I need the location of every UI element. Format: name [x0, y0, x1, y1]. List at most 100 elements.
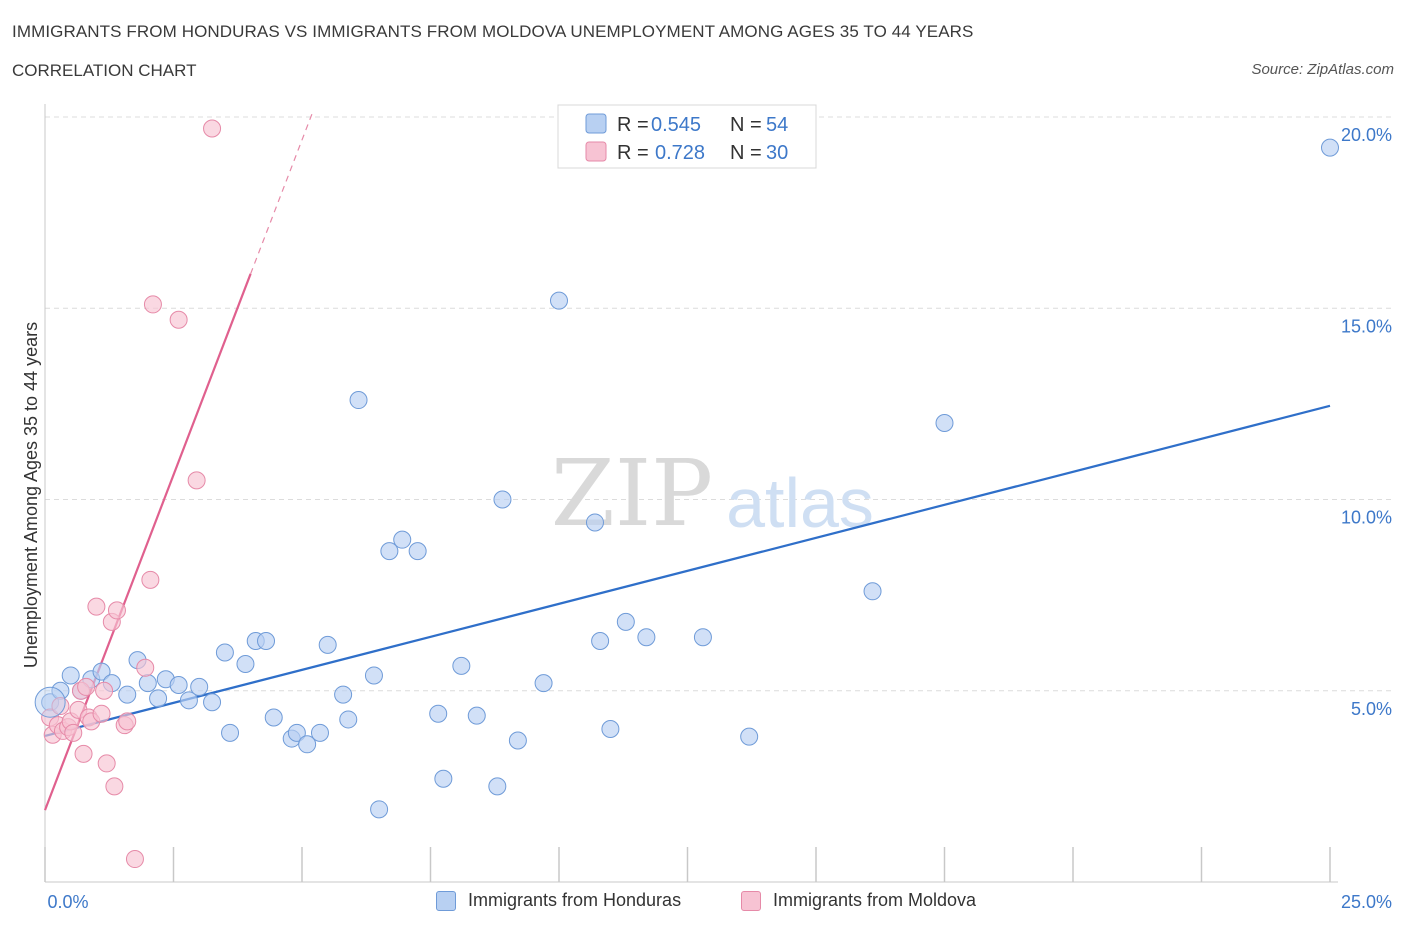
moldova-point [136, 658, 155, 677]
legend-n-value: 54 [766, 114, 788, 136]
honduras-point [508, 731, 527, 750]
legend-box: R = 0.545 N = 54 R = 0.728 N = 30 [557, 104, 817, 169]
moldova-trend-extension [250, 112, 313, 275]
legend-swatch-moldova [585, 141, 607, 162]
honduras-point [339, 710, 358, 729]
legend-r-label: R = [617, 142, 649, 164]
honduras-point [236, 654, 255, 673]
moldova-point [203, 119, 222, 138]
honduras-point [740, 727, 759, 746]
honduras-point [298, 735, 317, 754]
honduras-point [364, 666, 383, 685]
watermark-atlas: atlas [726, 464, 874, 542]
honduras-point [380, 542, 399, 561]
grid-lines [45, 116, 1392, 692]
moldova-point [141, 570, 160, 589]
legend-swatch-honduras [436, 890, 456, 911]
honduras-point [693, 628, 712, 647]
honduras-point [179, 691, 198, 710]
honduras-point [1321, 138, 1339, 157]
honduras-point [334, 685, 353, 704]
data-points [34, 119, 1339, 869]
chart-subtitle: CORRELATION CHART [12, 61, 197, 80]
moldova-point [87, 597, 106, 616]
legend-r-label: R = [617, 114, 649, 136]
honduras-point [215, 643, 234, 662]
honduras-point [370, 800, 389, 819]
legend-label-honduras: Immigrants from Honduras [468, 890, 682, 910]
legend-item-moldova: Immigrants from Moldova [741, 890, 976, 911]
honduras-point [190, 677, 209, 696]
moldova-point [74, 744, 93, 763]
moldova-point [105, 777, 124, 796]
honduras-point [349, 391, 368, 410]
legend-item-honduras: Immigrants from Honduras [436, 890, 681, 911]
moldova-point [143, 295, 162, 314]
moldova-point [95, 681, 114, 700]
y-tick-label: 15.0% [1341, 316, 1392, 336]
honduras-point [221, 723, 240, 742]
x-tick-labels: 0.0% 25.0% [47, 892, 1392, 912]
honduras-point [616, 612, 635, 631]
honduras-point [408, 542, 427, 561]
honduras-point [493, 490, 512, 509]
honduras-point [257, 632, 276, 651]
y-tick-label: 10.0% [1341, 508, 1392, 528]
honduras-point [264, 708, 283, 727]
honduras-point [393, 530, 412, 549]
y-tick-label: 5.0% [1351, 699, 1392, 719]
honduras-point [149, 689, 168, 708]
legend-r-value: 0.728 [655, 142, 705, 164]
honduras-point [601, 720, 620, 738]
moldova-point [169, 310, 188, 329]
honduras-point [467, 706, 486, 725]
honduras-point [169, 676, 188, 695]
honduras-point [534, 674, 553, 693]
y-tick-label: 20.0% [1341, 125, 1392, 145]
legend-swatch-moldova [741, 890, 761, 911]
honduras-point [585, 513, 604, 532]
legend-r-value: 0.545 [651, 114, 701, 136]
legend-label-moldova: Immigrants from Moldova [773, 890, 977, 910]
honduras-point [92, 662, 111, 681]
moldova-point [107, 601, 126, 620]
honduras-point [138, 674, 157, 693]
honduras-point [287, 723, 306, 742]
chart-title: IMMIGRANTS FROM HONDURAS VS IMMIGRANTS F… [12, 22, 974, 41]
honduras-point [434, 769, 453, 788]
moldova-point [77, 677, 96, 696]
moldova-point [64, 723, 83, 742]
source-label: Source: ZipAtlas.com [1251, 61, 1394, 78]
honduras-point [61, 666, 80, 685]
honduras-point [591, 632, 610, 651]
axes [44, 104, 1338, 883]
y-axis-label: Unemployment Among Ages 35 to 44 years [21, 322, 41, 668]
legend-n-value: 30 [766, 142, 788, 164]
honduras-trend-line [44, 404, 1331, 737]
x-tick-label: 0.0% [47, 892, 88, 912]
honduras-point [863, 582, 882, 601]
honduras-point [935, 414, 954, 432]
honduras-point [550, 291, 568, 310]
honduras-point [203, 693, 222, 712]
honduras-point [429, 704, 448, 723]
moldova-point [92, 704, 111, 723]
bottom-legend: Immigrants from Honduras Immigrants from… [0, 890, 1406, 916]
honduras-point [452, 656, 471, 675]
honduras-point [488, 777, 507, 796]
legend-swatch-honduras [585, 113, 607, 134]
moldova-point [187, 471, 206, 490]
moldova-point [125, 850, 144, 869]
legend-n-label: N = [730, 114, 762, 136]
honduras-point [310, 723, 329, 742]
legend-n-label: N = [730, 142, 762, 164]
moldova-point [118, 712, 137, 731]
honduras-point [118, 685, 137, 704]
x-tick-label: 25.0% [1341, 892, 1392, 912]
honduras-point [318, 635, 337, 654]
watermark: ZIP atlas [551, 440, 874, 547]
watermark-zip: ZIP [551, 440, 713, 547]
y-tick-labels: 5.0% 10.0% 15.0% 20.0% [1341, 125, 1392, 719]
honduras-point [34, 686, 66, 718]
